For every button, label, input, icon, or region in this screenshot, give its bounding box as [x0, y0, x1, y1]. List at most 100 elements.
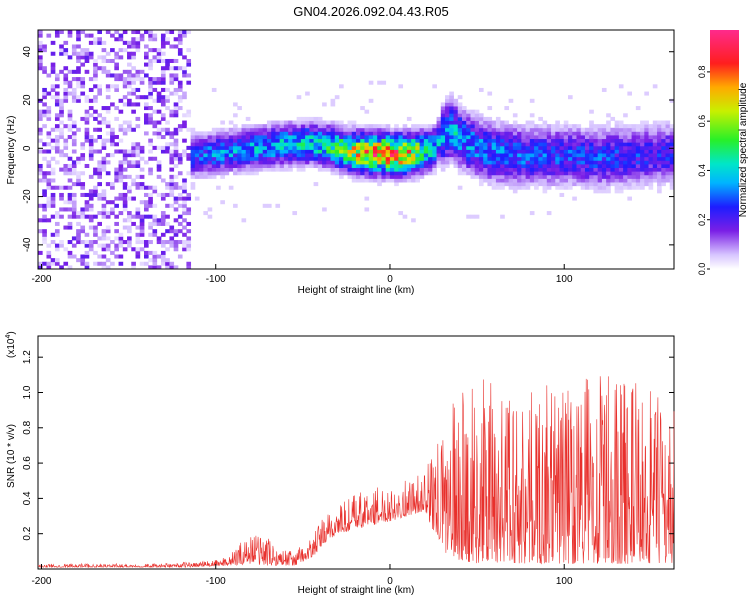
spectrogram-cell	[122, 120, 128, 125]
spectrogram-cell	[177, 254, 183, 259]
spectrogram-cell	[63, 66, 69, 71]
spectrogram-cell	[67, 200, 73, 205]
spectrogram-cell	[182, 30, 187, 35]
spectrogram-cell	[169, 167, 175, 172]
spectrogram-cell	[165, 185, 170, 190]
spectrogram-cell	[101, 243, 107, 248]
spectrogram-cell	[483, 145, 488, 150]
spectrogram-cell	[296, 131, 302, 136]
spectrogram-cell	[165, 120, 170, 125]
spectrogram-cell	[309, 116, 314, 121]
spectrogram-cell	[139, 69, 145, 74]
spectrogram-cell	[398, 145, 404, 150]
spectrogram-cell	[606, 127, 611, 132]
spectrogram-cell	[173, 265, 179, 270]
spectrogram-cell	[406, 178, 412, 183]
spectrogram-cell	[635, 135, 641, 140]
spectrogram-cell	[546, 127, 552, 132]
spectrogram-cell	[216, 171, 221, 176]
spectrogram-cell	[627, 178, 632, 183]
spectrogram-cell	[343, 160, 348, 165]
spectrogram-cell	[105, 106, 111, 111]
spectrogram-cell	[474, 138, 480, 143]
spectrogram-cell	[63, 145, 69, 150]
spectrogram-cell	[445, 98, 450, 103]
spectrogram-cell	[50, 200, 56, 205]
spectrogram-cell	[182, 182, 187, 187]
spectrogram-cell	[364, 207, 370, 212]
spectrogram-cell	[432, 153, 437, 158]
spectrogram-cell	[194, 153, 200, 158]
spectrogram-cell	[211, 153, 217, 158]
spectrogram-cell	[84, 51, 90, 56]
spectrogram-cell	[118, 160, 124, 165]
spectrogram-cell	[322, 127, 327, 132]
spectrogram-cell	[135, 207, 141, 212]
spectrogram-cell	[131, 55, 136, 60]
spectrogram-cell	[576, 174, 582, 179]
spectrogram-cell	[152, 203, 158, 208]
spectrogram-cell	[182, 207, 187, 212]
spectrogram-cell	[228, 131, 234, 136]
snr-x-tick-label: -100	[206, 576, 226, 587]
spectrogram-cell	[389, 131, 395, 136]
spectrogram-cell	[440, 109, 446, 114]
spectrogram-cell	[627, 91, 632, 96]
spectrogram-cell	[415, 160, 420, 165]
spectrogram-cell	[135, 145, 141, 150]
spectrogram-cell	[156, 174, 162, 179]
spectrogram-cell	[148, 240, 153, 245]
spectrogram-cell	[50, 62, 56, 67]
spectrogram-cell	[165, 182, 170, 187]
spectrogram-cell	[38, 218, 43, 223]
spectrogram-cell	[190, 142, 196, 147]
spectrogram-cell	[631, 149, 637, 154]
spectrogram-cell	[597, 163, 603, 168]
spectrogram-cell	[173, 106, 179, 111]
spectrogram-cell	[631, 156, 637, 161]
spectrogram-cell	[250, 145, 255, 150]
spectrogram-cell	[84, 113, 90, 118]
spectrogram-cell	[76, 156, 81, 161]
colorbar: 0.00.20.40.60.8 Normalized spectral ampl…	[697, 30, 749, 275]
spectrogram-cell	[97, 135, 102, 140]
spectrogram-cell	[118, 33, 124, 38]
spectrogram-cell	[194, 167, 200, 172]
spectrogram-cell	[364, 127, 370, 132]
spectrogram-cell	[529, 142, 535, 147]
spectrogram-cell	[245, 145, 251, 150]
spectrogram-cell	[160, 214, 166, 219]
spectrogram-cell	[487, 131, 493, 136]
spectrogram-cell	[71, 160, 77, 165]
spectrogram-cell	[296, 120, 302, 125]
spectrogram-cell	[466, 116, 471, 121]
spectrogram-cell	[156, 160, 162, 165]
spectrogram-cell	[80, 225, 86, 230]
spectrogram-cell	[466, 156, 471, 161]
spectrogram-cell	[71, 182, 77, 187]
spectrogram-cell	[385, 145, 391, 150]
spectrogram-cell	[627, 135, 632, 140]
spectrogram-cell	[631, 182, 637, 187]
snr-y-ticks: 0.20.40.60.81.01.2	[22, 350, 674, 541]
spectrogram-cell	[534, 138, 539, 143]
spectrogram-cell	[254, 138, 259, 143]
spectrogram-cell	[614, 185, 620, 190]
spectrogram-cell	[551, 160, 556, 165]
spectrogram-cell	[525, 153, 531, 158]
spectrogram-cell	[182, 200, 187, 205]
spectrogram-cell	[339, 124, 344, 129]
spectrogram-cell	[389, 145, 395, 150]
spectrogram-cell	[618, 153, 624, 158]
spectrogram-cell	[648, 124, 654, 129]
spectrogram-cell	[368, 127, 374, 132]
spectrogram-cell	[495, 178, 501, 183]
spectrogram-cell	[182, 218, 187, 223]
spectrogram-cell	[601, 182, 607, 187]
spectrogram-cell	[593, 142, 599, 147]
spectrogram-cell	[135, 250, 141, 255]
spectrogram-cell	[42, 192, 47, 197]
spectrogram-cell	[258, 153, 264, 158]
spectrogram-cell	[114, 247, 119, 252]
